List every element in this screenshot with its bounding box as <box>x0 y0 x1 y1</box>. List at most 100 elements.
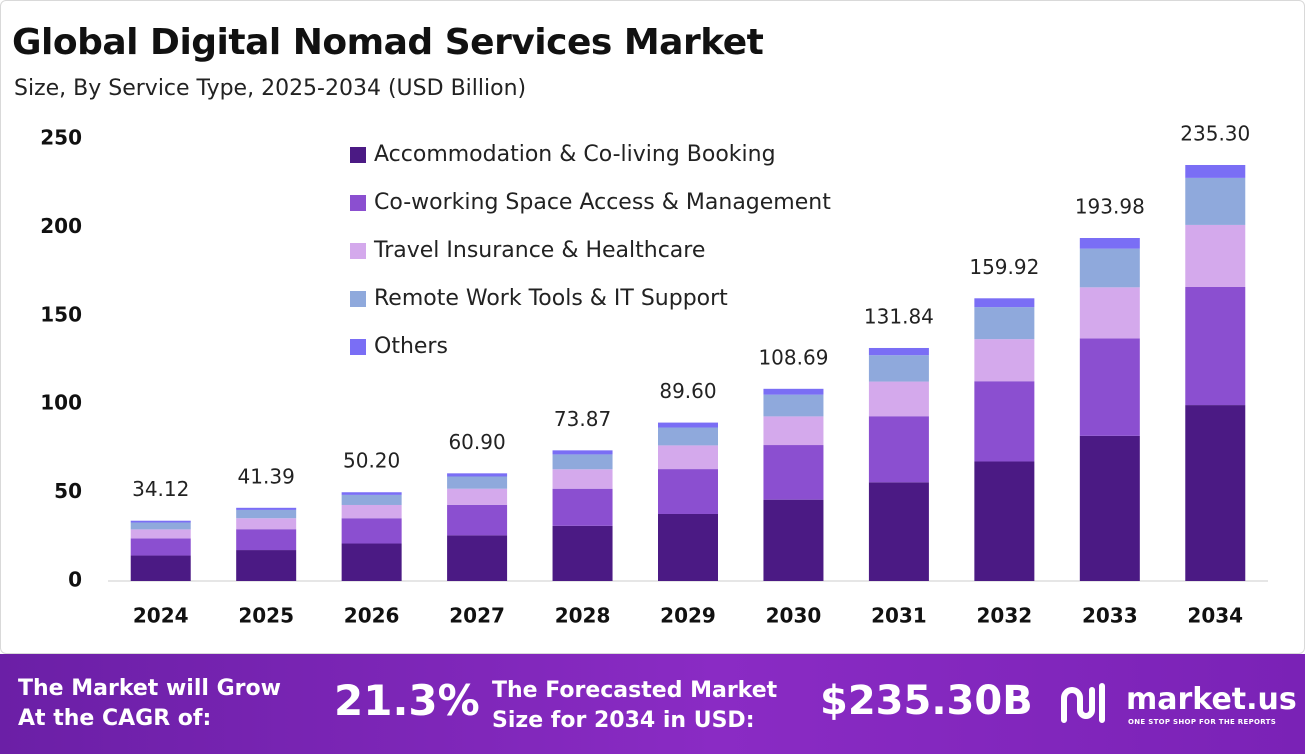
x-tick-label: 2032 <box>977 604 1033 628</box>
legend-label: Travel Insurance & Healthcare <box>373 238 705 263</box>
legend-label: Accommodation & Co-living Booking <box>374 142 776 167</box>
chart: 0 50 100 150 200 250 34.12 2024 41.39 2025 50.20 20… <box>40 121 1268 628</box>
bar-segment <box>341 494 402 505</box>
bar-segment <box>236 509 297 519</box>
bar-segment <box>658 427 718 446</box>
bar-segment <box>1185 224 1246 287</box>
bar-segment <box>974 339 1035 382</box>
total-label: 50.20 <box>343 449 400 473</box>
bar-segment <box>341 518 402 544</box>
legend-label: Remote Work Tools & IT Support <box>374 286 728 311</box>
chart-subtitle: Size, By Service Type, 2025-2034 (USD Bi… <box>14 76 527 101</box>
x-tick-label: 2025 <box>238 604 294 628</box>
bar-segment <box>341 504 402 519</box>
bar-segment <box>552 469 613 489</box>
bar-segment <box>552 525 613 581</box>
bar-segment <box>1185 177 1246 225</box>
bar-segment <box>130 538 191 556</box>
bar-segment <box>447 476 508 489</box>
footer-banner: The Market will Grow At the CAGR of: 21.… <box>0 654 1305 754</box>
bar-segment <box>130 522 191 530</box>
x-tick-label: 2028 <box>555 604 611 628</box>
bar-segment <box>341 543 402 581</box>
bar-segment <box>447 504 508 536</box>
cagr-value: 21.3% <box>334 676 480 725</box>
bar-segment <box>868 355 929 382</box>
bar-segment <box>658 469 718 514</box>
bar-segment <box>974 307 1035 340</box>
brand-tagline: ONE STOP SHOP FOR THE REPORTS <box>1128 718 1277 726</box>
bar-segment <box>1079 248 1140 288</box>
y-tick-label: 250 <box>40 126 82 150</box>
x-tick-label: 2024 <box>133 604 189 628</box>
legend-swatch <box>350 291 366 307</box>
bar-segment <box>552 488 613 526</box>
legend-swatch <box>350 147 366 163</box>
forecast-text: The Forecasted Market Size for 2034 in U… <box>492 678 778 733</box>
bar-segment <box>1079 238 1140 249</box>
bar-segment <box>763 445 824 500</box>
bar-segment <box>130 529 191 539</box>
bar-segment <box>130 520 191 523</box>
total-label: 89.60 <box>659 379 716 403</box>
total-label: 193.98 <box>1075 195 1145 219</box>
legend-swatch <box>350 339 366 355</box>
bar-segment <box>763 394 824 417</box>
bar-segment <box>763 499 824 581</box>
bar-segment <box>974 381 1035 462</box>
chart-title: Global Digital Nomad Services Market <box>12 22 764 63</box>
y-tick-label: 150 <box>40 302 82 326</box>
bar-segment <box>1079 338 1140 436</box>
total-label: 60.90 <box>448 430 505 454</box>
bar-segment <box>236 507 297 510</box>
bar-segment <box>974 298 1035 308</box>
bar-segment <box>763 416 824 446</box>
legend-label: Others <box>374 334 448 359</box>
bar-segment <box>130 555 191 581</box>
bar-segment <box>236 550 297 581</box>
brand-logo <box>1061 683 1105 723</box>
bar-segment <box>341 492 402 495</box>
cagr-text: The Market will Grow At the CAGR of: <box>18 676 281 731</box>
x-tick-label: 2029 <box>660 604 716 628</box>
bar-segment <box>552 454 613 470</box>
bar-segment <box>1079 287 1140 339</box>
bar-segment <box>1185 164 1246 178</box>
y-tick-label: 200 <box>40 214 82 238</box>
legend-label: Co-working Space Access & Management <box>374 190 831 215</box>
brand-name: market.us <box>1126 682 1297 717</box>
bar-segment <box>447 473 508 477</box>
x-tick-label: 2026 <box>344 604 400 628</box>
legend-swatch <box>350 243 366 259</box>
bar-segment <box>658 422 718 428</box>
bar-segment <box>1185 405 1246 581</box>
bar-segment <box>552 450 613 455</box>
x-tick-label: 2030 <box>766 604 822 628</box>
total-label: 159.92 <box>969 255 1039 279</box>
x-tick-label: 2027 <box>449 604 505 628</box>
bar-segment <box>236 529 297 551</box>
y-tick-label: 100 <box>40 391 82 415</box>
total-label: 235.30 <box>1180 121 1250 145</box>
bar-segment <box>447 488 508 505</box>
total-label: 41.39 <box>238 464 295 488</box>
bar-segment <box>658 445 718 470</box>
bar-segment <box>763 388 824 395</box>
bar-segment <box>1185 286 1246 406</box>
bar-segment <box>868 416 929 483</box>
forecast-value: $235.30B <box>820 678 1033 724</box>
y-tick-label: 50 <box>54 479 82 503</box>
total-label: 131.84 <box>864 304 934 328</box>
bar-segment <box>868 381 929 417</box>
total-label: 73.87 <box>554 407 611 431</box>
bar-segment <box>1079 435 1140 581</box>
total-label: 108.69 <box>758 345 828 369</box>
x-tick-label: 2031 <box>871 604 927 628</box>
bar-segment <box>236 518 297 530</box>
y-tick-label: 0 <box>68 568 82 592</box>
bar-segment <box>447 535 508 581</box>
legend-swatch <box>350 195 366 211</box>
total-label: 34.12 <box>132 477 189 501</box>
bar-segment <box>974 461 1035 581</box>
